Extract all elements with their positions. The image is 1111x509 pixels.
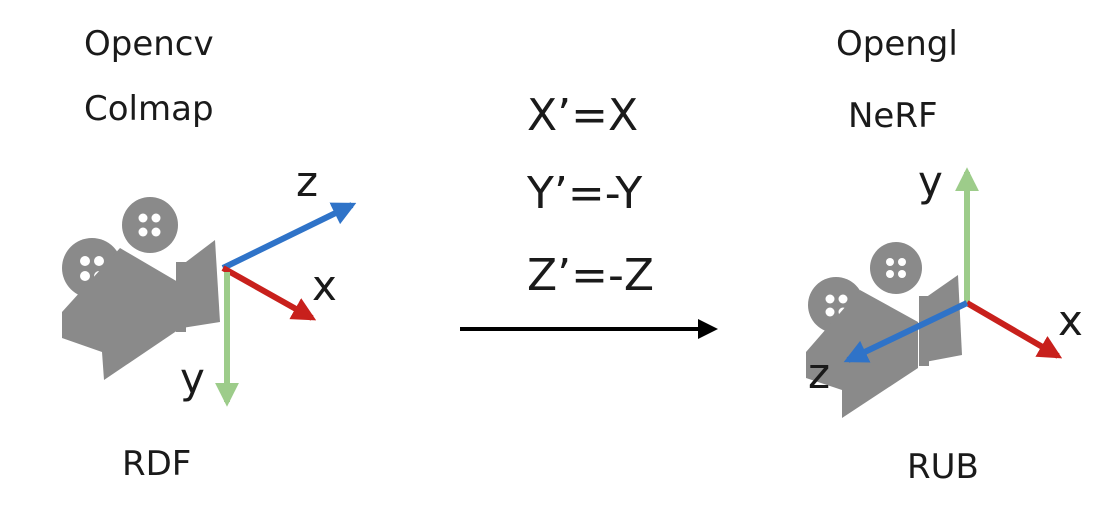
left-x-axis-label: x xyxy=(312,261,337,310)
right-convention-label: RUB xyxy=(907,447,979,487)
left-convention-label: RDF xyxy=(122,444,191,484)
left-library-label-2: Colmap xyxy=(84,89,214,129)
left-x-axis-arrow xyxy=(221,265,317,321)
right-library-label-2: NeRF xyxy=(848,96,938,136)
equation-z: Z’=-Z xyxy=(527,250,654,301)
left-library-label: Opencv xyxy=(84,24,214,64)
left-z-axis-arrow xyxy=(221,202,357,271)
right-z-axis-label: z xyxy=(808,349,830,398)
equation-x: X’=X xyxy=(527,90,638,141)
left-z-axis-label: z xyxy=(296,157,318,206)
right-camera-icon xyxy=(806,242,962,418)
right-library-label: Opengl xyxy=(836,24,958,64)
left-camera-icon xyxy=(62,197,220,380)
right-x-axis-label: x xyxy=(1058,296,1083,345)
left-y-axis-label: y xyxy=(180,354,205,403)
equation-y: Y’=-Y xyxy=(526,168,642,219)
right-x-axis-arrow xyxy=(965,300,1063,359)
right-y-axis-label: y xyxy=(918,157,943,206)
right-z-axis-arrow xyxy=(843,300,969,363)
